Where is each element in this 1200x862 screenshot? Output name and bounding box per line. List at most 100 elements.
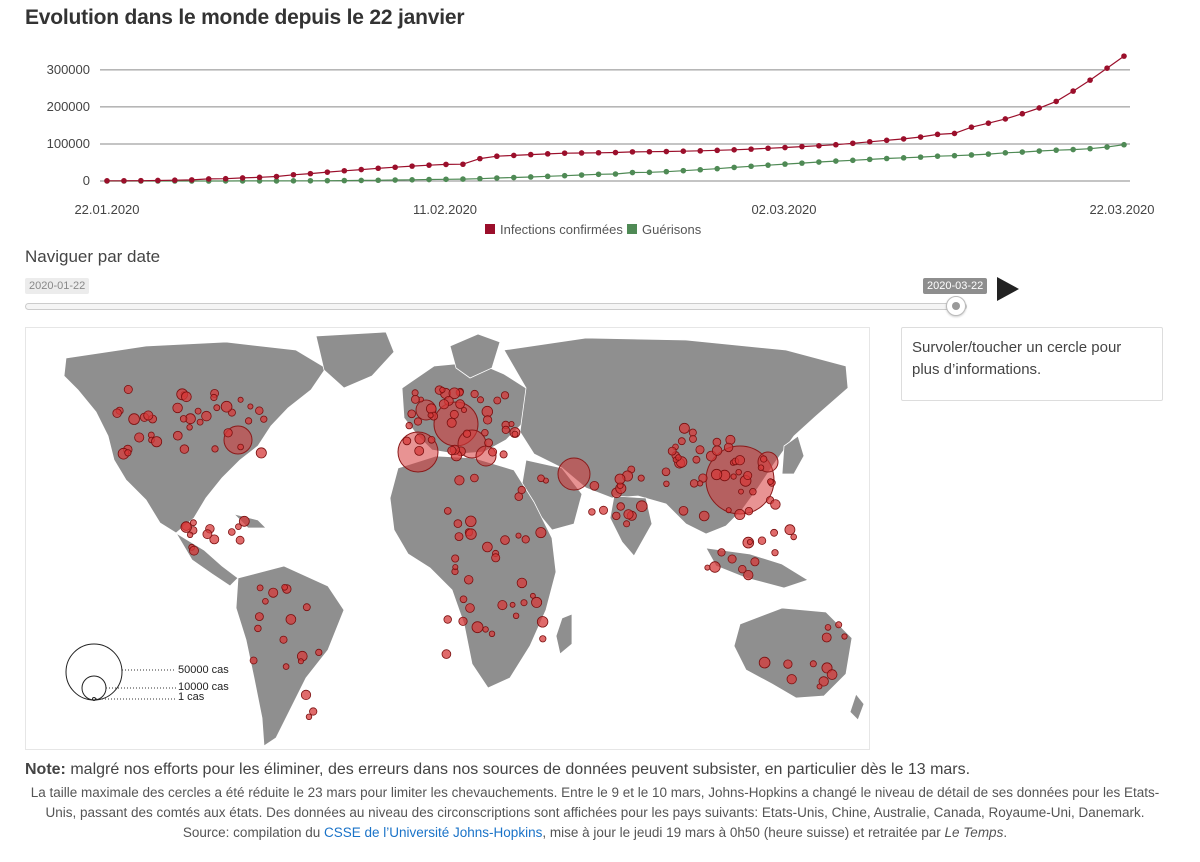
case-bubble-135 bbox=[710, 468, 723, 481]
case-bubble-250 bbox=[746, 538, 753, 545]
case-bubble-241 bbox=[757, 536, 767, 545]
case-bubble-146 bbox=[491, 553, 501, 563]
case-bubble-83 bbox=[410, 395, 420, 404]
series-0-point-58 bbox=[1087, 77, 1093, 83]
land-new-zealand bbox=[849, 693, 865, 721]
case-bubble-246 bbox=[704, 564, 711, 571]
case-bubble-104 bbox=[743, 470, 753, 480]
case-bubble-165 bbox=[464, 575, 474, 585]
source-link[interactable]: CSSE de l’Université Johns-Hopkins bbox=[323, 825, 543, 840]
series-0-point-37 bbox=[731, 147, 737, 153]
case-bubble-154 bbox=[500, 535, 510, 545]
world-map[interactable]: 50000 cas 10000 cas 1 cas bbox=[25, 327, 870, 750]
date-slider-handle[interactable] bbox=[946, 296, 966, 316]
series-0-point-48 bbox=[917, 134, 924, 140]
case-bubble-12 bbox=[172, 402, 183, 414]
series-0-point-50 bbox=[951, 130, 958, 137]
series-0-point-24 bbox=[511, 152, 517, 159]
series-1-point-15 bbox=[358, 177, 365, 184]
case-bubble-219 bbox=[202, 529, 213, 540]
case-bubble-229 bbox=[623, 520, 631, 528]
series-0-point-8 bbox=[239, 175, 246, 181]
case-bubble-37 bbox=[143, 410, 154, 421]
case-bubble-220 bbox=[235, 523, 242, 531]
land-scandinavia bbox=[449, 333, 501, 379]
series-0-point-18 bbox=[409, 163, 415, 169]
series-0-point-22 bbox=[477, 155, 483, 162]
case-bubble-112 bbox=[730, 473, 737, 480]
case-bubble-199 bbox=[783, 659, 793, 669]
case-bubble-181 bbox=[285, 614, 297, 625]
series-1-point-21 bbox=[460, 176, 466, 182]
land-north-america bbox=[63, 341, 327, 534]
case-bubble-204 bbox=[841, 633, 848, 640]
case-bubble-158 bbox=[465, 515, 477, 528]
play-icon[interactable] bbox=[997, 277, 1019, 301]
case-bubble-132 bbox=[677, 437, 686, 446]
series-0-point-44 bbox=[850, 140, 856, 147]
case-bubble-170 bbox=[509, 601, 516, 608]
case-bubble-57 bbox=[481, 428, 489, 437]
case-bubble-54 bbox=[413, 417, 423, 426]
case-bubble-191 bbox=[249, 656, 258, 665]
case-bubbles[interactable] bbox=[112, 385, 848, 720]
case-bubble-206 bbox=[835, 621, 843, 629]
case-bubble-118 bbox=[663, 480, 670, 487]
case-bubble-151 bbox=[531, 596, 543, 608]
series-1-point-60 bbox=[1121, 141, 1127, 148]
case-bubble-76 bbox=[460, 407, 467, 414]
case-bubble-34 bbox=[255, 447, 267, 459]
y-tick-labels: 0 100000 200000 300000 bbox=[47, 62, 90, 188]
series-1-point-45 bbox=[866, 156, 873, 163]
info-box: Survoler/toucher un cercle pour plus d’i… bbox=[901, 327, 1163, 401]
series-1-point-26 bbox=[544, 173, 551, 180]
case-bubble-148 bbox=[512, 612, 520, 619]
case-bubble-116 bbox=[735, 468, 742, 476]
case-bubble-127 bbox=[738, 488, 744, 495]
case-bubble-71 bbox=[484, 438, 494, 448]
legend-bubble-10000 bbox=[81, 675, 107, 701]
series-1-point-44 bbox=[850, 157, 856, 164]
case-bubble-121 bbox=[679, 422, 690, 434]
case-bubble-141 bbox=[520, 599, 528, 607]
case-bubble-24 bbox=[245, 417, 253, 425]
series-0-point-11 bbox=[290, 171, 297, 178]
series-1-point-28 bbox=[578, 172, 585, 178]
case-bubble-92 bbox=[455, 399, 465, 409]
case-bubble-193 bbox=[309, 707, 318, 716]
series-0-point-2 bbox=[138, 177, 144, 184]
footnote-text-2: , mise à jour le jeudi 19 mars à 0h50 (h… bbox=[542, 825, 945, 840]
series-0-point-26 bbox=[544, 151, 551, 157]
series-1-point-32 bbox=[646, 169, 653, 176]
x-tick-label-0: 22.01.2020 bbox=[74, 202, 139, 217]
date-slider-track[interactable] bbox=[25, 303, 967, 310]
series-0-point-9 bbox=[256, 174, 263, 181]
case-bubble-145 bbox=[515, 532, 522, 539]
case-bubble-236 bbox=[612, 511, 621, 521]
series-1-point-11 bbox=[290, 178, 297, 184]
legend-label-1: Guérisons bbox=[642, 222, 702, 237]
series-0-point-3 bbox=[155, 177, 161, 184]
series-0-point-53 bbox=[1002, 116, 1009, 122]
case-bubble-186 bbox=[254, 624, 262, 633]
series-1-point-36 bbox=[714, 165, 720, 172]
series-1-point-54 bbox=[1019, 149, 1026, 155]
case-bubble-39 bbox=[112, 408, 122, 418]
case-bubble-147 bbox=[443, 615, 452, 624]
case-bubble-169 bbox=[535, 527, 547, 539]
series-0-point-29 bbox=[595, 149, 602, 156]
x-tick-label-2: 02.03.2020 bbox=[751, 202, 816, 217]
case-bubble-143 bbox=[517, 485, 526, 495]
case-bubble-47 bbox=[123, 385, 133, 395]
series-1-point-29 bbox=[595, 171, 602, 178]
land-south-america bbox=[235, 565, 345, 747]
series-0-point-4 bbox=[172, 177, 178, 184]
series-1-point-40 bbox=[782, 161, 788, 167]
case-bubble-85 bbox=[439, 386, 446, 394]
legend-swatch-0 bbox=[485, 224, 495, 234]
case-bubble-87 bbox=[500, 391, 510, 400]
case-bubble-133 bbox=[675, 454, 682, 461]
chart-legend: Infections confirmées Guérisons bbox=[485, 222, 702, 237]
case-bubble-185 bbox=[279, 635, 288, 644]
case-bubble-61 bbox=[449, 409, 459, 419]
